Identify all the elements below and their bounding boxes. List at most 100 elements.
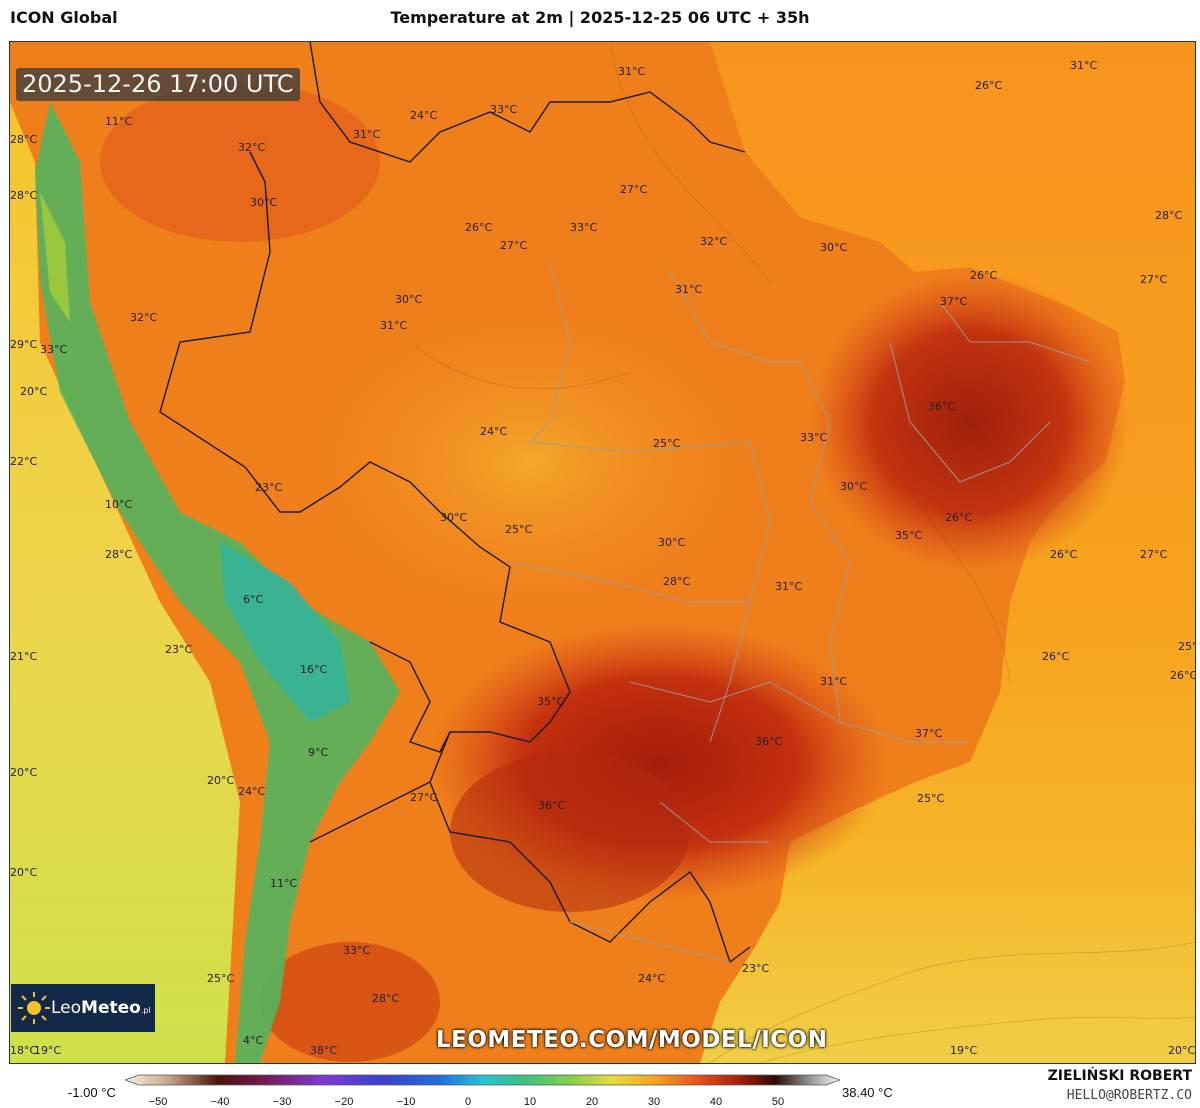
colorbar-tick: −30	[272, 1096, 292, 1108]
temperature-label: 30°C	[820, 241, 847, 254]
temperature-label: 33°C	[570, 221, 597, 234]
colorbar-tick: 30	[647, 1096, 661, 1108]
logo-text: LeoMeteo.pl	[51, 998, 151, 1018]
temperature-label: 31°C	[380, 319, 407, 332]
temperature-label: 20°C	[1168, 1044, 1195, 1057]
isotherms	[409, 42, 1195, 1063]
temperature-label: 28°C	[105, 548, 132, 561]
temperature-label: 20°C	[10, 766, 37, 779]
pacific-ocean	[10, 102, 240, 1063]
temperature-label: 21°C	[10, 650, 37, 663]
temperature-label: 28°C	[372, 992, 399, 1005]
temperature-label: 10°C	[105, 498, 132, 511]
central-brazil-region	[300, 302, 760, 622]
temperature-label: 33°C	[343, 944, 370, 957]
state-borders	[509, 261, 1091, 963]
colorbar-tick: −50	[148, 1096, 168, 1108]
andes-mountains	[35, 102, 400, 1063]
temperature-label: 23°C	[165, 643, 192, 656]
temperature-label: 32°C	[238, 141, 265, 154]
temperature-label: 24°C	[638, 972, 665, 985]
colorbar-tick: 10	[523, 1096, 537, 1108]
temperature-label: 36°C	[538, 799, 565, 812]
temperature-label: 25°C	[505, 523, 532, 536]
temperature-label: 20°C	[20, 385, 47, 398]
warm-northwest-region	[100, 82, 380, 242]
colorbar-tick: 50	[771, 1096, 785, 1108]
leometeo-logo[interactable]: LeoMeteo.pl	[11, 984, 155, 1032]
temperature-label: 32°C	[130, 311, 157, 324]
temperature-label: 28°C	[663, 575, 690, 588]
temperature-label: 30°C	[658, 536, 685, 549]
temperature-label: 11°C	[105, 115, 132, 128]
temperature-label: 36°C	[928, 400, 955, 413]
temperature-label: 26°C	[1042, 650, 1069, 663]
temperature-label: 23°C	[255, 481, 282, 494]
temperature-label: 27°C	[410, 791, 437, 804]
temperature-label: 20°C	[207, 774, 234, 787]
colorbar-tick: −40	[210, 1096, 230, 1108]
temperature-label: 30°C	[840, 480, 867, 493]
temperature-label: 33°C	[800, 431, 827, 444]
scale-min-label: -1.00 °C	[68, 1085, 116, 1100]
temperature-label: 18°C	[10, 1044, 37, 1057]
temperature-label: 25°C	[207, 972, 234, 985]
andes-north	[40, 192, 70, 322]
temperature-label: 26°C	[970, 269, 997, 282]
temperature-label: 35°C	[537, 695, 564, 708]
hot-northeast-region	[810, 272, 1130, 572]
temperature-labels: 31°C 33°C 24°C 31°C 32°C 26°C 11°C 28°C 27°C 28°C…	[10, 59, 1195, 1057]
temperature-label: 19°C	[950, 1044, 977, 1057]
temperature-label: 31°C	[775, 580, 802, 593]
temperature-label: 29°C	[10, 338, 37, 351]
temperature-label: 24°C	[480, 425, 507, 438]
scale-max-label: 38.40 °C	[842, 1085, 893, 1100]
temperature-label: 31°C	[353, 128, 380, 141]
temperature-label: 37°C	[940, 295, 967, 308]
temperature-colorbar	[125, 1074, 840, 1086]
temperature-label: 28°C	[1155, 209, 1182, 222]
temperature-label: 26°C	[465, 221, 492, 234]
temperature-label: 16°C	[300, 663, 327, 676]
temperature-label: 30°C	[440, 511, 467, 524]
temperature-label: 31°C	[675, 283, 702, 296]
country-borders	[159, 42, 751, 964]
temperature-label: 25°C	[1178, 640, 1195, 653]
temperature-map[interactable]: 31°C 33°C 24°C 31°C 32°C 26°C 11°C 28°C 27°C 28°C…	[9, 41, 1196, 1064]
temperature-label: 26°C	[975, 79, 1002, 92]
temperature-label: 27°C	[500, 239, 527, 252]
temperature-label: 25°C	[917, 792, 944, 805]
temperature-label: 26°C	[945, 511, 972, 524]
temperature-label: 24°C	[410, 109, 437, 122]
temperature-label: 38°C	[310, 1044, 337, 1057]
temperature-label: 23°C	[742, 962, 769, 975]
colorbar-tick: 20	[585, 1096, 599, 1108]
sun-icon	[18, 992, 50, 1024]
author-email[interactable]: HELLO@ROBERTZ.CO	[1066, 1088, 1192, 1103]
altiplano-cold	[220, 542, 350, 722]
model-name: ICON Global	[10, 8, 118, 27]
temperature-label: 6°C	[243, 593, 263, 606]
temperature-label: 28°C	[10, 133, 37, 146]
temperature-label: 37°C	[915, 727, 942, 740]
temperature-label: 19°C	[34, 1044, 61, 1057]
temperature-label: 30°C	[250, 196, 277, 209]
temperature-label: 27°C	[620, 183, 647, 196]
temperature-label: 27°C	[1140, 548, 1167, 561]
author-name: ZIELIŃSKI ROBERT	[1047, 1068, 1192, 1084]
temperature-label: 30°C	[395, 293, 422, 306]
valid-time-badge: 2025-12-26 17:00 UTC	[16, 68, 301, 101]
temperature-label: 31°C	[618, 65, 645, 78]
temperature-label: 28°C	[10, 189, 37, 202]
temperature-label: 31°C	[820, 675, 847, 688]
temperature-label: 22°C	[10, 455, 37, 468]
temperature-label: 35°C	[895, 529, 922, 542]
temperature-label: 33°C	[490, 103, 517, 116]
temperature-label: 31°C	[1070, 59, 1097, 72]
temperature-label: 32°C	[700, 235, 727, 248]
temperature-label: 4°C	[243, 1034, 263, 1047]
colorbar-tick: −20	[334, 1096, 354, 1108]
temperature-label: 27°C	[1140, 273, 1167, 286]
temperature-label: 9°C	[308, 746, 328, 759]
temperature-label: 26°C	[1170, 669, 1195, 682]
